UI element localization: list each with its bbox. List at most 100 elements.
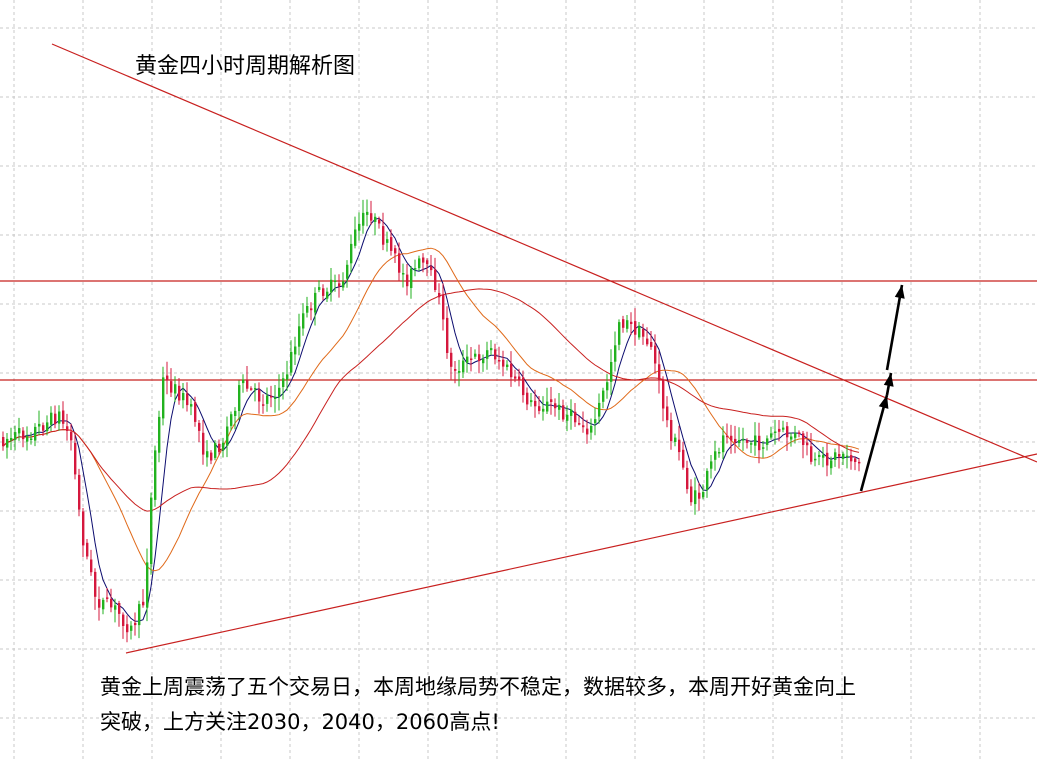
candle-body	[458, 371, 461, 373]
candle-body	[270, 395, 273, 398]
candle-body	[318, 287, 321, 290]
candle-body	[282, 378, 285, 387]
candle-body	[306, 306, 309, 313]
candle-body	[614, 345, 617, 362]
candle-body	[530, 400, 533, 403]
forecast-arrow-3	[885, 284, 905, 371]
candle-body	[726, 435, 729, 438]
candle-body	[418, 258, 421, 269]
candle-body	[50, 412, 53, 425]
candle-body	[650, 342, 653, 347]
candle-body	[338, 283, 341, 287]
ma-fast-line	[2, 217, 860, 622]
candle-body	[854, 458, 857, 462]
candle-body	[86, 542, 89, 557]
candle-body	[330, 279, 333, 293]
candle-body	[278, 387, 281, 397]
candle-body	[594, 419, 597, 424]
candle-body	[314, 292, 317, 313]
candle-body	[170, 381, 173, 393]
candle-body	[142, 601, 145, 606]
forecast-arrow-head	[894, 285, 905, 299]
candle-body	[498, 360, 501, 362]
candle-body	[846, 455, 849, 458]
candle-body	[386, 239, 389, 243]
candle-body	[774, 431, 777, 433]
candle-body	[70, 431, 73, 441]
candle-body	[782, 427, 785, 430]
candle-body	[206, 451, 209, 458]
candle-body	[354, 229, 357, 246]
candle-body	[538, 406, 541, 411]
candle-body	[770, 433, 773, 438]
candle-body	[790, 436, 793, 440]
candle-body	[134, 622, 137, 626]
candle-body	[302, 313, 305, 329]
candle-body	[230, 414, 233, 426]
candle-body	[814, 458, 817, 461]
candle-body	[362, 212, 365, 226]
candlesticks	[2, 199, 861, 643]
candle-body	[798, 432, 801, 434]
candle-body	[174, 384, 177, 394]
candle-body	[238, 385, 241, 411]
candle-body	[550, 399, 553, 402]
forecast-arrow-1	[859, 394, 889, 492]
candle-body	[690, 486, 693, 503]
candle-body	[250, 388, 253, 390]
candle-body	[834, 452, 837, 460]
candle-body	[662, 380, 665, 409]
candle-body	[166, 375, 169, 381]
candle-body	[630, 321, 633, 324]
candle-body	[506, 364, 509, 367]
candle-body	[398, 253, 401, 273]
candle-body	[734, 438, 737, 443]
candle-body	[842, 453, 845, 459]
forecast-arrows	[859, 284, 905, 492]
candle-body	[826, 452, 829, 466]
candle-body	[290, 351, 293, 373]
candle-body	[38, 423, 41, 427]
resistance-trendline	[51, 43, 1037, 463]
candle-body	[786, 426, 789, 438]
forecast-arrow-shaft	[859, 394, 889, 492]
candle-body	[694, 490, 697, 505]
candle-body	[658, 364, 661, 380]
forecast-arrow-head	[878, 395, 889, 409]
candle-body	[794, 433, 797, 438]
candle-body	[518, 376, 521, 380]
candle-body	[450, 352, 453, 367]
candle-body	[266, 395, 269, 404]
candle-body	[754, 435, 757, 446]
candle-body	[126, 624, 129, 633]
candle-body	[638, 326, 641, 338]
candle-body	[186, 393, 189, 406]
candle-body	[34, 426, 37, 441]
candle-body	[682, 449, 685, 468]
candle-body	[586, 428, 589, 435]
candle-body	[198, 422, 201, 431]
candle-body	[162, 377, 165, 419]
candle-body	[486, 350, 489, 359]
candle-body	[18, 428, 21, 434]
candle-body	[514, 376, 517, 379]
candle-body	[670, 420, 673, 442]
candle-body	[222, 442, 225, 451]
moving-averages	[2, 217, 860, 622]
candle-body	[326, 291, 329, 299]
candle-body	[210, 452, 213, 461]
forecast-arrow-shaft	[885, 284, 904, 371]
candle-body	[202, 432, 205, 455]
candle-body	[610, 362, 613, 382]
candle-body	[570, 409, 573, 416]
candle-body	[58, 411, 61, 424]
candle-body	[114, 605, 117, 610]
candle-body	[818, 454, 821, 457]
candle-body	[150, 497, 153, 564]
candle-body	[830, 460, 833, 469]
candle-body	[606, 382, 609, 391]
candle-body	[30, 438, 33, 440]
candle-body	[462, 360, 465, 373]
candle-body	[102, 599, 105, 610]
